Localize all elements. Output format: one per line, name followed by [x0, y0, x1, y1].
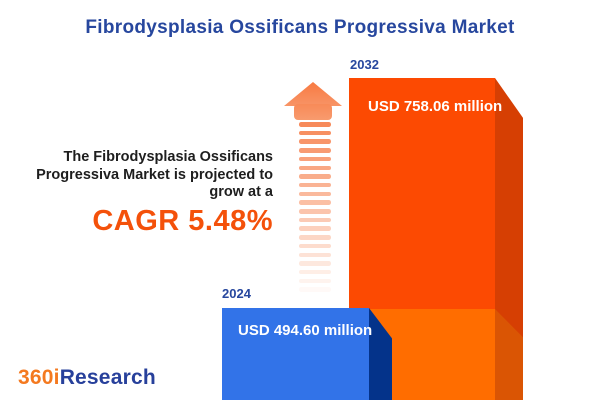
brand-logo-suffix: Research: [59, 366, 156, 389]
bar-2024-year-label: 2024: [222, 286, 251, 301]
bar-2024-value-label: USD 494.60 million: [238, 322, 373, 339]
bar-2032-side-3d: [495, 78, 523, 400]
annotation-line-1: The Fibrodysplasia Ossificans: [63, 149, 273, 165]
arrow-stripe: [299, 261, 331, 266]
arrow-stripe: [299, 252, 331, 258]
arrow-stripe: [299, 269, 331, 275]
arrow-stripe: [299, 278, 331, 284]
growth-arrow-stripes: [299, 122, 331, 300]
bar-2032-face-upper: [349, 78, 495, 309]
arrow-stripe: [299, 191, 331, 197]
annotation-line-3: grow at a: [209, 184, 273, 200]
arrow-stripe: [299, 243, 331, 249]
arrow-stripe: [299, 235, 331, 240]
annotation-block: The Fibrodysplasia Ossificans Progressiv…: [0, 149, 273, 238]
arrow-stripe: [299, 156, 331, 162]
arrow-stripe: [299, 139, 331, 144]
bar-2032-side-3d-lower: [495, 309, 523, 400]
arrow-stripe: [299, 165, 331, 171]
arrow-head-icon: [284, 82, 342, 106]
arrow-stripe: [299, 200, 331, 205]
arrow-stripe: [299, 122, 331, 127]
arrow-stripe: [299, 148, 331, 153]
bar-2024-face: [222, 308, 369, 400]
bar-2024-side-3d: [369, 308, 392, 400]
brand-logo: 360iResearch: [18, 366, 156, 390]
arrow-stripe: [299, 130, 331, 136]
arrow-neck: [294, 104, 332, 120]
cagr-value: CAGR 5.48%: [92, 204, 273, 237]
arrow-stripe: [299, 287, 331, 292]
arrow-stripe: [299, 209, 331, 214]
annotation-line-2: Progressiva Market is projected to: [36, 166, 273, 183]
bar-2032-value-label: USD 758.06 million: [368, 98, 503, 115]
arrow-stripe: [299, 226, 331, 231]
brand-logo-prefix: 360i: [18, 366, 60, 389]
page-title: Fibrodysplasia Ossificans Progressiva Ma…: [85, 17, 515, 38]
arrow-stripe: [299, 182, 331, 188]
bar-2032-year-label: 2032: [350, 57, 379, 72]
arrow-stripe: [299, 217, 331, 223]
arrow-stripe: [299, 174, 331, 179]
